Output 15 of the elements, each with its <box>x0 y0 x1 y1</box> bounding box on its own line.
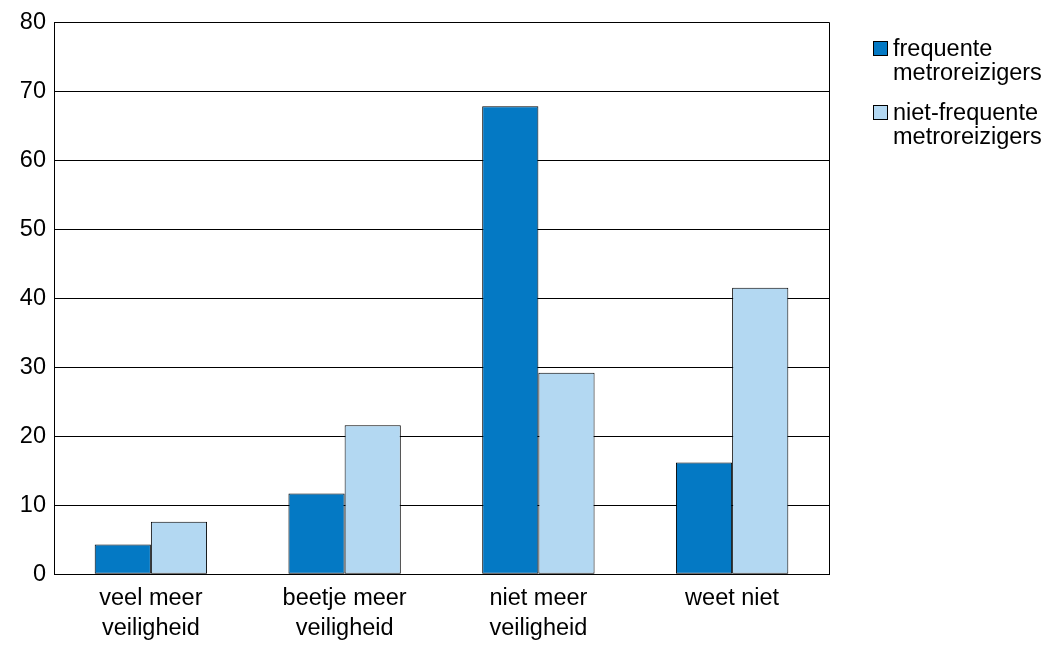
legend-label: niet-frequente metroreizigers <box>893 99 1043 150</box>
legend-label: frequente metroreizigers <box>893 35 1043 86</box>
y-tick-label: 0 <box>32 559 46 586</box>
y-tick-label: 80 <box>19 7 46 34</box>
y-tick-label: 70 <box>19 76 46 103</box>
y-tick-label: 60 <box>19 145 46 172</box>
y-tick-label: 50 <box>19 214 46 241</box>
x-tick-label: beetje meer veiligheid <box>282 584 407 640</box>
y-tick-label: 20 <box>19 421 46 448</box>
x-tick-label: niet meer veiligheid <box>489 584 588 640</box>
y-tick-label: 10 <box>19 490 46 517</box>
x-tick-label: weet niet <box>684 584 780 611</box>
y-tick-label: 40 <box>19 283 46 310</box>
x-tick-label: veel meer veiligheid <box>99 584 203 640</box>
y-tick-label: 30 <box>19 352 46 379</box>
